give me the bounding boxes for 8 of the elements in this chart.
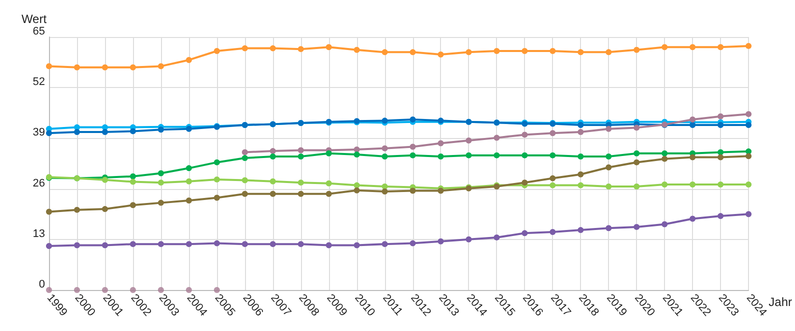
y-tick-label: 65 bbox=[32, 26, 45, 38]
y-axis-title: Wert bbox=[21, 12, 48, 26]
x-axis-title: Jahr bbox=[768, 295, 792, 309]
y-tick-label: 26 bbox=[32, 177, 45, 190]
y-tick-label: 52 bbox=[32, 76, 45, 88]
y-tick-label: 0 bbox=[38, 278, 45, 290]
y-tick-label: 39 bbox=[32, 126, 45, 139]
y-tick-label: 13 bbox=[32, 228, 45, 240]
